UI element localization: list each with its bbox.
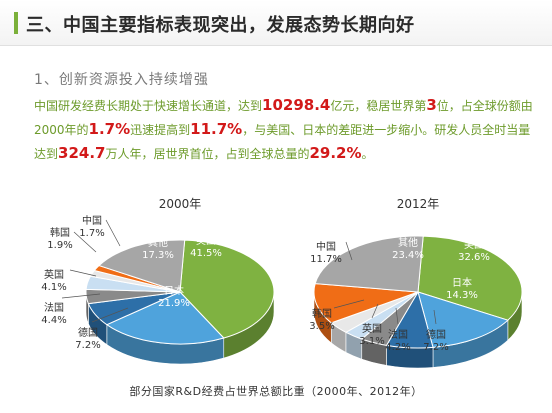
paragraph-text: 中国研发经费长期处于快速增长通道，达到 xyxy=(34,99,263,113)
data-label-美国: 美国 32.6% xyxy=(458,238,490,263)
pie-slice-其他 xyxy=(314,235,424,293)
data-label-中国: 中国 1.7% xyxy=(79,214,104,239)
data-label-其他: 其他 17.3% xyxy=(142,236,174,261)
paragraph-text: 位，占全球份额由2000年的 xyxy=(34,99,533,137)
paragraph-text: 亿元，稳居世界第 xyxy=(330,99,427,113)
summary-paragraph: 中国研发经费长期处于快速增长通道，达到10298.4亿元，稳居世界第3位，占全球… xyxy=(34,94,540,166)
pie-slice-美国 xyxy=(417,235,523,321)
leader-line xyxy=(69,269,97,277)
paragraph-text: 。 xyxy=(361,147,374,161)
leader-line xyxy=(73,231,97,253)
data-label-日本: 日本 21.9% xyxy=(158,284,190,309)
pie-slice-中国 xyxy=(313,283,419,324)
data-label-中国: 中国 11.7% xyxy=(310,240,342,265)
leader-line xyxy=(433,309,437,325)
data-label-德国: 德国 7.2% xyxy=(75,326,100,351)
leader-line xyxy=(333,299,365,309)
leader-line xyxy=(105,219,121,247)
data-label-日本: 日本 14.3% xyxy=(446,276,478,301)
highlight-figure: 3 xyxy=(426,96,437,114)
chart-caption: 部分国家R&D经费占世界总额比重（2000年、2012年） xyxy=(129,385,423,398)
data-label-美国: 美国 41.5% xyxy=(190,234,222,259)
data-label-法国: 法国 4.2% xyxy=(385,328,410,353)
header-band xyxy=(0,0,552,46)
leader-line xyxy=(61,293,101,299)
data-label-韩国: 韩国 1.9% xyxy=(47,226,72,251)
leader-line xyxy=(395,307,399,325)
paragraph-text: 迅速提高到 xyxy=(130,123,191,137)
data-label-英国: 英国 4.1% xyxy=(41,268,66,293)
leader-line xyxy=(371,303,379,319)
section-title: 1、创新资源投入持续增强 xyxy=(34,72,209,88)
title-accent-bar xyxy=(14,12,18,34)
chart-title: 2000年 xyxy=(159,197,202,211)
data-label-英国: 英国 3.1% xyxy=(359,322,384,347)
highlight-figure: 11.7% xyxy=(190,120,243,138)
pie-slice-日本 xyxy=(417,291,509,348)
leader-line xyxy=(345,241,353,261)
paragraph-text: ，与美国、日本的差距进一步缩小。研发人员全时当量达到 xyxy=(34,123,531,161)
highlight-figure: 29.2% xyxy=(309,144,362,162)
page-title: 三、中国主要指标表现突出，发展态势长期向好 xyxy=(26,15,415,36)
highlight-figure: 324.7 xyxy=(58,144,106,162)
highlight-figure: 1.7% xyxy=(88,120,131,138)
paragraph-text: 万人年，居世界首位，占到全球总量的 xyxy=(105,147,310,161)
data-label-法国: 法国 4.4% xyxy=(41,301,66,326)
data-label-德国: 德国 7.2% xyxy=(423,328,448,353)
chart-title: 2012年 xyxy=(397,197,440,211)
highlight-figure: 10298.4 xyxy=(262,96,331,114)
leader-line xyxy=(91,307,129,323)
pie-slice-日本 xyxy=(105,291,225,345)
data-label-韩国: 韩国 3.5% xyxy=(309,307,334,332)
data-label-其他: 其他 23.4% xyxy=(392,236,424,261)
pie-slice-美国 xyxy=(179,239,275,339)
pie-slice-其他 xyxy=(98,239,186,293)
